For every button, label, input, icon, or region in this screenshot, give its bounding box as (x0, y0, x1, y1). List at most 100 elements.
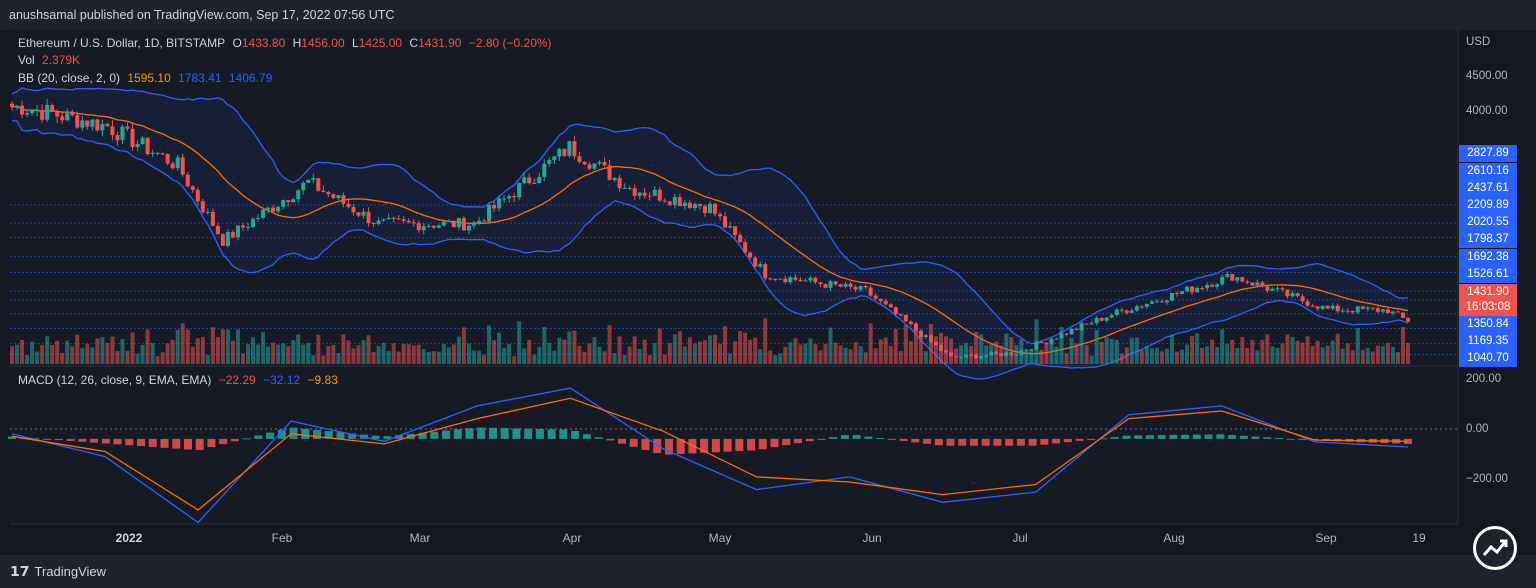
candle-body (1275, 288, 1280, 290)
candle-body (562, 148, 567, 156)
candle-body (25, 113, 30, 115)
candle-body (1390, 311, 1395, 314)
macd-histogram-bar (946, 438, 955, 446)
macd-histogram-bar (430, 431, 439, 439)
volume-bar (959, 345, 964, 364)
candle-body (999, 353, 1004, 356)
candle-body (1024, 349, 1029, 351)
volume-bar (1365, 348, 1370, 364)
volume-bar (376, 346, 381, 364)
volume-bar (833, 342, 838, 364)
volume-bar (1280, 343, 1285, 364)
volume-bar (1275, 347, 1280, 364)
macd-histogram-bar (923, 438, 932, 444)
candle-body (1385, 309, 1390, 314)
candle-body (1205, 284, 1210, 289)
volume-bar (667, 343, 672, 364)
tradingview-badge-icon[interactable] (1473, 526, 1517, 570)
volume-bar (1029, 349, 1034, 364)
volume-bar (446, 347, 451, 364)
volume-bar (240, 353, 245, 364)
volume-bar (1320, 347, 1325, 364)
macd-histogram-bar (1274, 438, 1283, 440)
volume-bar (542, 327, 547, 364)
candle-body (743, 242, 748, 253)
candle-body (1119, 309, 1124, 311)
tradingview-logo[interactable]: 𝟭𝟳 TradingView (10, 563, 106, 580)
macd-histogram-bar (782, 438, 791, 446)
volume-bar (426, 351, 431, 364)
macd-histogram-bar (793, 438, 802, 444)
macd-histogram-bar (195, 438, 204, 450)
candle-body (381, 219, 386, 221)
candle-body (1059, 333, 1064, 339)
volume-bar (753, 337, 758, 364)
time-label-apr: Apr (562, 531, 582, 545)
candle-body (818, 282, 823, 285)
volume-bar (1144, 346, 1149, 364)
volume-bar (903, 325, 908, 364)
macd-histogram-bar (453, 429, 462, 439)
candle-body (230, 232, 235, 238)
volume-bar (120, 339, 125, 364)
volume-bar (1385, 343, 1390, 364)
candle-body (492, 205, 497, 209)
candle-body (813, 277, 818, 283)
candle-body (115, 135, 120, 141)
level-tag: 1169.35 (1459, 333, 1517, 350)
volume-bar (1134, 337, 1139, 364)
volume-bar (552, 350, 557, 364)
volume-bar (1350, 350, 1355, 364)
close-label: C (409, 36, 419, 50)
level-tag: 2610.16 (1459, 163, 1517, 180)
volume-bar (672, 334, 677, 364)
macd-histogram-bar (160, 438, 169, 448)
chart-area[interactable] (10, 30, 1458, 524)
volume-bar (497, 332, 502, 364)
volume-bar (1129, 338, 1134, 364)
candle-body (672, 197, 677, 205)
volume-bar (692, 343, 697, 364)
candle-body (748, 252, 753, 258)
candle-body (1285, 289, 1290, 297)
volume-bar (783, 346, 788, 364)
candle-body (923, 335, 928, 337)
macd-histogram-bar (101, 438, 110, 444)
macd-histogram-bar (277, 429, 286, 439)
volume-bar (1315, 340, 1320, 364)
macd-histogram-bar (641, 438, 650, 450)
volume-bar (1094, 329, 1099, 364)
macd-histogram-bar (1157, 435, 1166, 439)
macd-histogram-bar (969, 438, 978, 446)
volume-bar (592, 337, 597, 364)
volume-bar (70, 346, 75, 364)
candle-body (843, 283, 848, 287)
candle-body (1109, 314, 1114, 318)
candle-body (130, 128, 135, 148)
macd-histogram-bar (1145, 435, 1154, 439)
macd-histogram-bar (488, 427, 497, 439)
volume-bar (100, 337, 105, 364)
volume-bar (642, 339, 647, 364)
macd-histogram-bar (1028, 438, 1037, 446)
candle-body (1029, 349, 1034, 351)
macd-histogram-bar (758, 438, 767, 450)
candle-body (451, 220, 456, 228)
candle-body (1180, 291, 1185, 294)
candle-body (1195, 287, 1200, 293)
volume-bar (1009, 337, 1014, 364)
volume-bar (1375, 345, 1380, 364)
candle-body (205, 211, 210, 213)
candle-body (1159, 301, 1164, 303)
volume-bar (466, 343, 471, 364)
candle-body (1365, 307, 1370, 309)
candle-body (386, 217, 391, 220)
volume-bar (110, 336, 115, 364)
macd-histogram-bar (113, 438, 122, 445)
candle-body (1375, 308, 1380, 312)
volume-bar (1185, 344, 1190, 364)
candle-body (527, 177, 532, 184)
macd-line-value: −32.12 (263, 373, 301, 387)
volume-bar (371, 351, 376, 364)
